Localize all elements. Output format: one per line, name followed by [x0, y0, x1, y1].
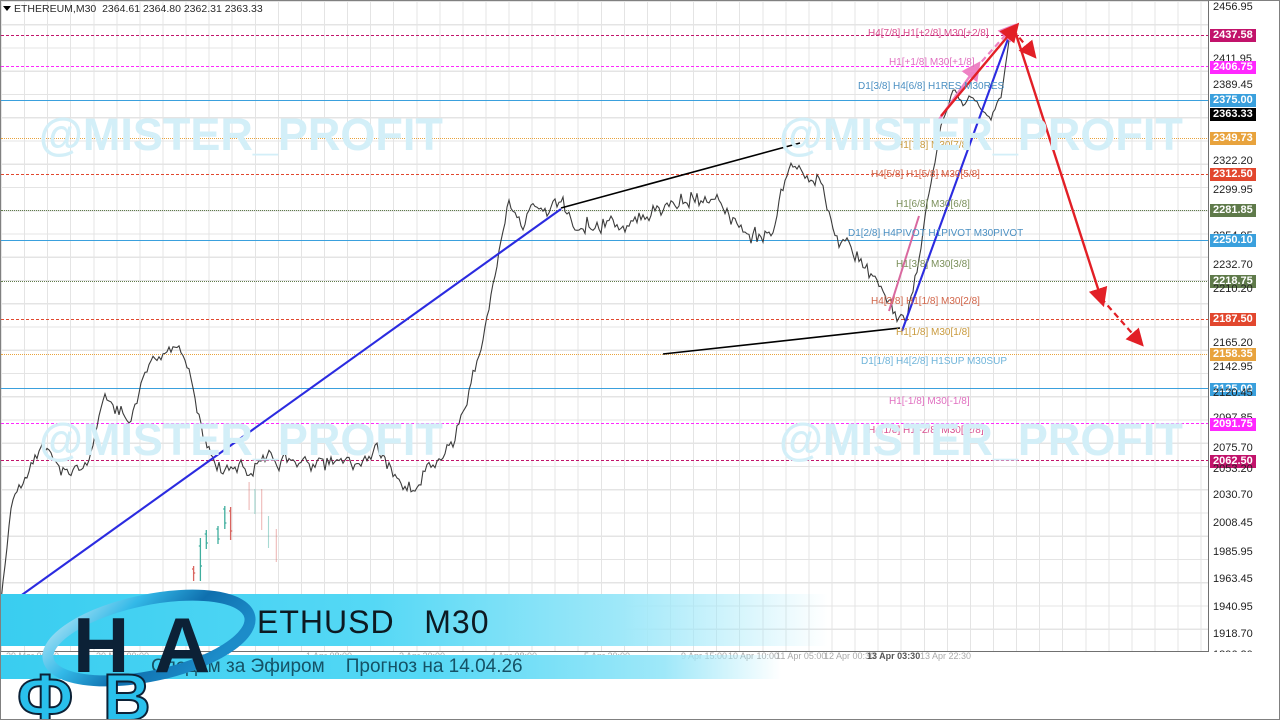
svg-text:Ф: Ф: [17, 660, 73, 720]
svg-text:В: В: [103, 660, 151, 720]
svg-text:A: A: [154, 601, 210, 689]
